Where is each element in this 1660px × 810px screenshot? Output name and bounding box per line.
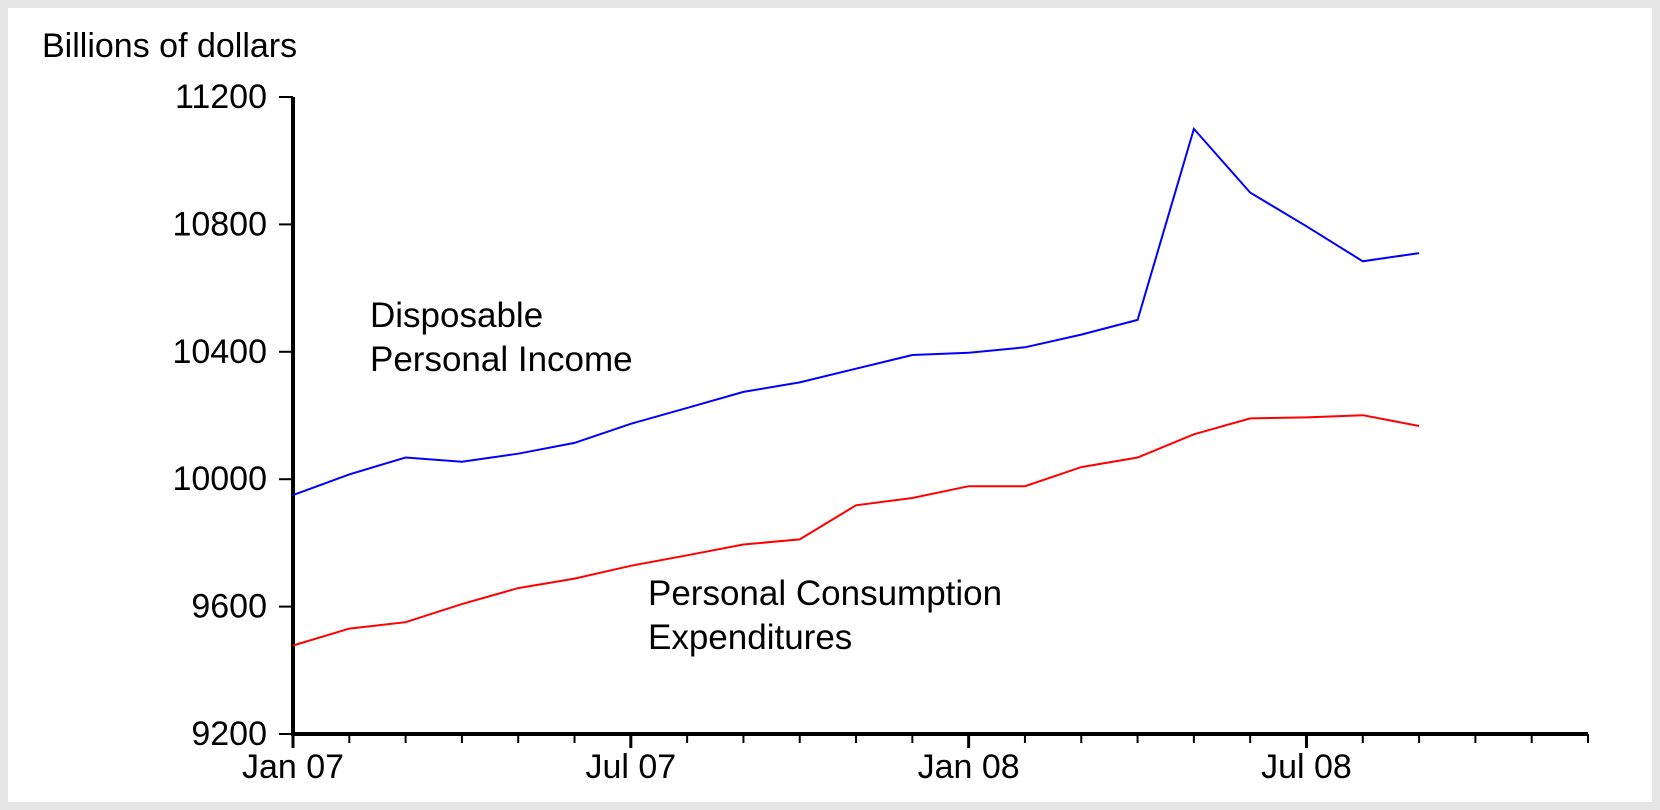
series-label: Personal Income bbox=[370, 340, 633, 379]
y-axis-label: Billions of dollars bbox=[42, 27, 297, 65]
y-tick-label: 9600 bbox=[191, 588, 267, 626]
x-tick-label: Jul 07 bbox=[585, 748, 676, 786]
series-label: Disposable bbox=[370, 296, 543, 335]
y-tick-label: 9200 bbox=[191, 715, 267, 753]
series-label: Expenditures bbox=[648, 618, 852, 657]
y-tick-label: 10800 bbox=[172, 205, 267, 243]
y-tick-label: 10400 bbox=[172, 333, 267, 371]
x-tick-label: Jul 08 bbox=[1261, 748, 1352, 786]
x-tick-label: Jan 08 bbox=[918, 748, 1020, 786]
series-label: Personal Consumption bbox=[648, 574, 1002, 613]
x-tick-label: Jan 07 bbox=[242, 748, 344, 786]
y-tick-label: 11200 bbox=[175, 78, 267, 116]
y-tick-label: 10000 bbox=[172, 460, 267, 498]
series-line bbox=[292, 414, 1420, 647]
series-line bbox=[292, 126, 1420, 497]
chart-background bbox=[8, 8, 1652, 802]
